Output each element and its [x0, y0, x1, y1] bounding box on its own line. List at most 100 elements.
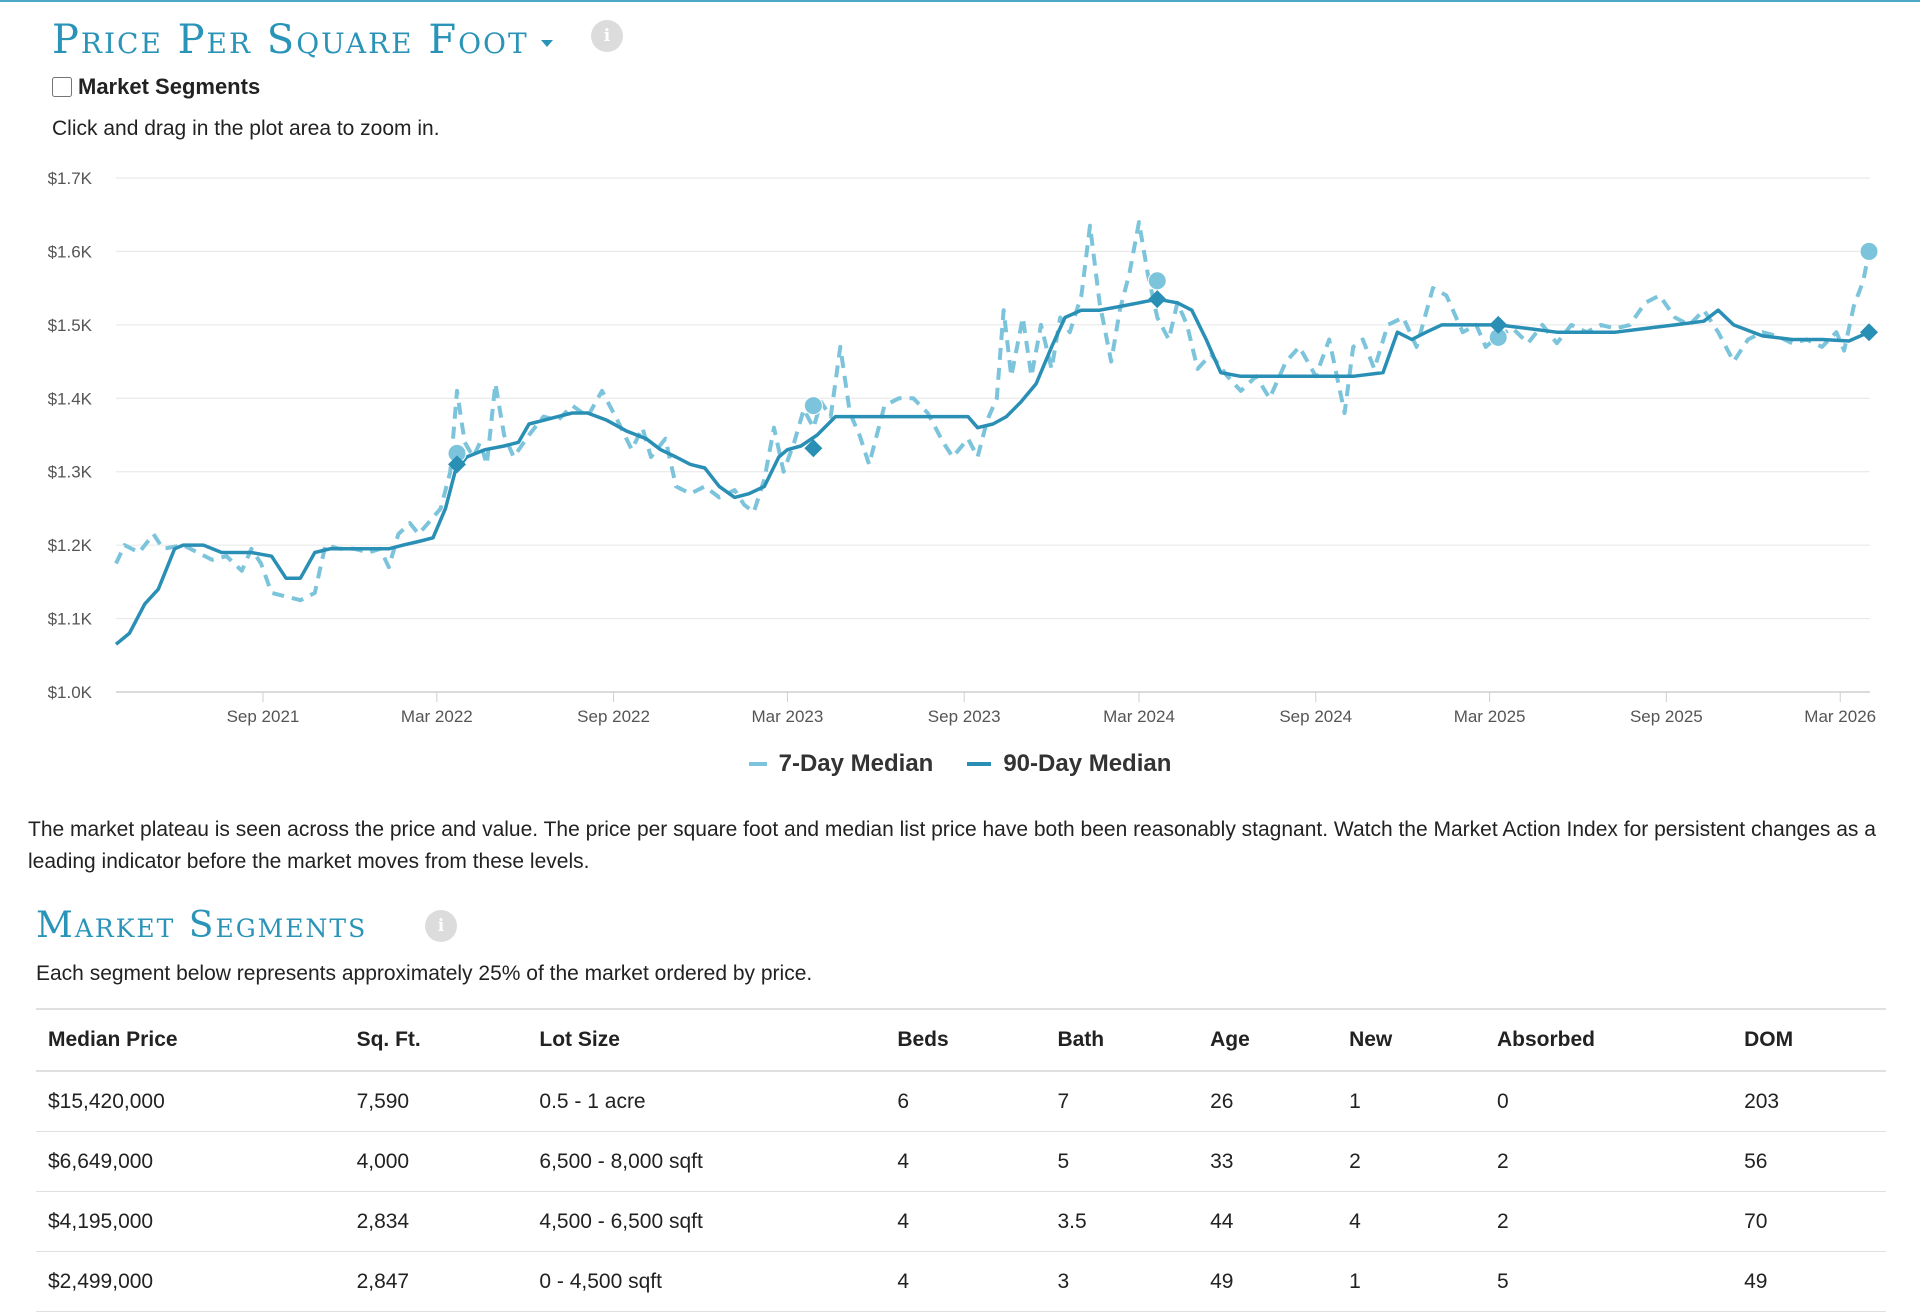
market-segments-checkbox-label[interactable]: Market Segments [78, 74, 261, 99]
table-cell: 4 [1337, 1191, 1485, 1252]
page-title-text[interactable]: Price Per Square Foot [52, 17, 529, 63]
y-tick-label: $1.5K [48, 316, 93, 335]
table-cell: 5 [1484, 1251, 1733, 1312]
segments-info-icon[interactable]: i [425, 910, 457, 942]
table-cell: 1 [1337, 1071, 1485, 1132]
column-header: New [1337, 1008, 1485, 1072]
x-axis: Sep 2021 Mar 2022 Sep 2022 Mar 2023 Sep 2023… [227, 692, 1876, 726]
table-row: $4,195,000 2,834 4,500 - 6,500 sqft 4 3.5 44 4… [36, 1191, 1886, 1252]
table-cell: 3.5 [1045, 1191, 1199, 1252]
x-tick-label: Sep 2022 [577, 707, 650, 726]
chart-series [114, 220, 1871, 646]
table-cell: 0 - 4,500 sqft [527, 1251, 886, 1312]
y-tick-label: $1.0K [48, 683, 93, 702]
price-per-sqft-chart[interactable]: $1.0K $1.1K $1.2K $1.3K $1.4K $1.5K $1.6K $1.7K… [0, 152, 1920, 732]
market-segments-table: Median Price Sq. Ft. Lot Size Beds Bath Age Ne… [36, 1008, 1886, 1312]
table-cell: 2,834 [344, 1191, 528, 1252]
table-cell: 203 [1732, 1071, 1886, 1132]
info-icon[interactable]: i [591, 20, 623, 52]
column-header: Lot Size [527, 1008, 886, 1072]
y-tick-label: $1.1K [48, 610, 93, 629]
marker-7-day-median[interactable] [1147, 271, 1167, 291]
y-tick-label: $1.6K [48, 242, 93, 261]
y-axis: $1.0K $1.1K $1.2K $1.3K $1.4K $1.5K $1.6K $1.7K [48, 169, 93, 702]
x-tick-label: Sep 2021 [227, 707, 300, 726]
table-cell: 3 [1045, 1251, 1199, 1312]
x-tick-label: Mar 2024 [1103, 707, 1175, 726]
table-cell: 5 [1045, 1131, 1199, 1192]
table-cell: 2 [1484, 1131, 1733, 1192]
y-tick-label: $1.2K [48, 536, 93, 555]
table-cell: 7,590 [344, 1071, 528, 1132]
legend-item-7-day-median[interactable]: 7-Day Median [748, 750, 934, 778]
x-tick-label: Sep 2024 [1279, 707, 1352, 726]
table-cell: 33 [1198, 1131, 1338, 1192]
marker-90-day-median[interactable] [804, 439, 823, 458]
table-header-row: Median Price Sq. Ft. Lot Size Beds Bath Age Ne… [36, 1008, 1886, 1072]
legend-swatch-7-day [748, 762, 767, 766]
table-row: $15,420,000 7,590 0.5 - 1 acre 6 7 26 1 0 203 [36, 1071, 1886, 1132]
x-tick-label: Mar 2023 [752, 707, 824, 726]
table-cell: 4,500 - 6,500 sqft [527, 1191, 886, 1252]
legend-label-7-day: 7-Day Median [778, 750, 934, 777]
table-cell: 4 [885, 1251, 1046, 1312]
market-segments-toggle[interactable]: Market Segments [52, 74, 260, 100]
page-title[interactable]: Price Per Square Foot [52, 20, 553, 60]
table-cell: 2,847 [344, 1251, 528, 1312]
column-header: Sq. Ft. [344, 1008, 528, 1072]
table-cell: $2,499,000 [36, 1251, 345, 1312]
table-row: $2,499,000 2,847 0 - 4,500 sqft 4 3 49 1 5 49 [36, 1251, 1886, 1312]
marker-90-day-median[interactable] [1860, 323, 1879, 342]
x-tick-label: Sep 2023 [928, 707, 1001, 726]
legend-label-90-day: 90-Day Median [1003, 750, 1172, 777]
table-cell: 7 [1045, 1071, 1199, 1132]
x-tick-label: Mar 2026 [1804, 707, 1876, 726]
market-summary: The market plateau is seen across the pr… [28, 818, 1876, 873]
table-cell: 0 [1484, 1071, 1733, 1132]
table-cell: 2 [1484, 1191, 1733, 1252]
table-cell: 49 [1198, 1251, 1338, 1312]
y-tick-label: $1.7K [48, 169, 93, 188]
column-header: Beds [885, 1008, 1046, 1072]
marker-90-day-median[interactable] [448, 455, 467, 474]
column-header: DOM [1732, 1008, 1886, 1072]
table-cell: 4 [885, 1191, 1046, 1252]
market-segments-checkbox[interactable] [52, 77, 72, 97]
table-cell: $15,420,000 [36, 1071, 345, 1132]
table-cell: 0.5 - 1 acre [527, 1071, 886, 1132]
legend-item-90-day-median[interactable]: 90-Day Median [967, 750, 1171, 778]
series-line-90-day-median [114, 297, 1870, 646]
table-cell: 6,500 - 8,000 sqft [527, 1131, 886, 1192]
column-header: Median Price [36, 1008, 345, 1072]
table-row: $6,649,000 4,000 6,500 - 8,000 sqft 4 5 33 2 2 5… [36, 1131, 1886, 1192]
table-cell: 4 [885, 1131, 1046, 1192]
table-cell: 6 [885, 1071, 1046, 1132]
column-header: Age [1198, 1008, 1338, 1072]
segments-description: Each segment below represents approximat… [36, 962, 813, 985]
table-cell: 44 [1198, 1191, 1338, 1252]
chart-markers[interactable] [447, 241, 1879, 474]
marker-7-day-median[interactable] [1859, 241, 1879, 261]
y-tick-label: $1.4K [48, 389, 93, 408]
x-tick-label: Mar 2022 [401, 707, 473, 726]
table-cell: 26 [1198, 1071, 1338, 1132]
zoom-hint: Click and drag in the plot area to zoom … [52, 117, 440, 140]
table-cell: 70 [1732, 1191, 1886, 1252]
marker-90-day-median[interactable] [1148, 290, 1167, 309]
table-cell: 49 [1732, 1251, 1886, 1312]
marker-90-day-median[interactable] [1489, 315, 1508, 334]
table-cell: $6,649,000 [36, 1131, 345, 1192]
table-cell: 2 [1337, 1131, 1485, 1192]
x-tick-label: Sep 2025 [1630, 707, 1703, 726]
marker-7-day-median[interactable] [803, 396, 823, 416]
chart-grid [116, 177, 1870, 693]
x-tick-label: Mar 2025 [1454, 707, 1526, 726]
column-header: Bath [1045, 1008, 1199, 1072]
table-body: $15,420,000 7,590 0.5 - 1 acre 6 7 26 1 0 203 $6,… [36, 1071, 1886, 1312]
table-cell: 4,000 [344, 1131, 528, 1192]
column-header: Absorbed [1484, 1008, 1733, 1072]
chevron-down-icon[interactable] [540, 39, 553, 47]
chart-legend: 7-Day Median 90-Day Median [0, 750, 1920, 778]
table-cell: $4,195,000 [36, 1191, 345, 1252]
segments-title: Market Segments [36, 905, 368, 946]
